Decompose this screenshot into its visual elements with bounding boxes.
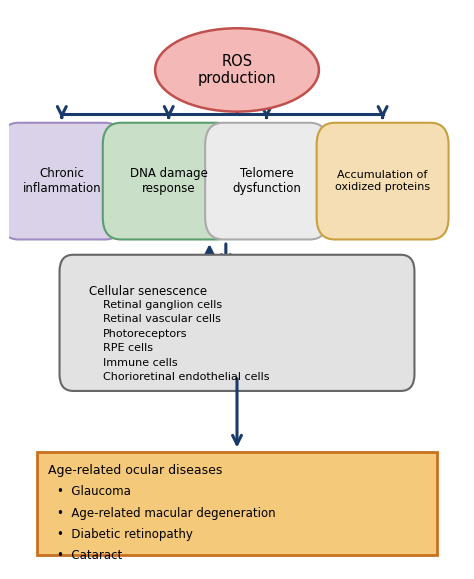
Text: •  Glaucoma: • Glaucoma bbox=[57, 485, 131, 499]
Text: Accumulation of
oxidized proteins: Accumulation of oxidized proteins bbox=[335, 170, 430, 192]
FancyBboxPatch shape bbox=[0, 123, 123, 240]
Ellipse shape bbox=[155, 28, 319, 112]
Text: •  Age-related macular degeneration: • Age-related macular degeneration bbox=[57, 507, 276, 519]
Text: Retinal vascular cells: Retinal vascular cells bbox=[103, 314, 220, 324]
Text: •  Diabetic retinopathy: • Diabetic retinopathy bbox=[57, 527, 193, 541]
Text: ROS
production: ROS production bbox=[198, 54, 276, 86]
Bar bbox=[37, 452, 437, 555]
Text: •  Cataract: • Cataract bbox=[57, 549, 122, 562]
FancyBboxPatch shape bbox=[205, 123, 328, 240]
FancyBboxPatch shape bbox=[60, 255, 414, 391]
Text: Immune cells: Immune cells bbox=[103, 358, 177, 368]
Text: Photoreceptors: Photoreceptors bbox=[103, 329, 187, 339]
Text: RPE cells: RPE cells bbox=[103, 343, 153, 353]
FancyBboxPatch shape bbox=[317, 123, 448, 240]
Text: DNA damage
response: DNA damage response bbox=[130, 167, 208, 195]
Text: Chronic
inflammation: Chronic inflammation bbox=[22, 167, 101, 195]
Text: Retinal ganglion cells: Retinal ganglion cells bbox=[103, 300, 222, 310]
FancyBboxPatch shape bbox=[103, 123, 235, 240]
Text: Age-related ocular diseases: Age-related ocular diseases bbox=[48, 464, 222, 477]
Text: Cellular senescence: Cellular senescence bbox=[89, 285, 207, 298]
Text: Telomere
dysfunction: Telomere dysfunction bbox=[232, 167, 301, 195]
Text: Chorioretinal endothelial cells: Chorioretinal endothelial cells bbox=[103, 372, 269, 382]
